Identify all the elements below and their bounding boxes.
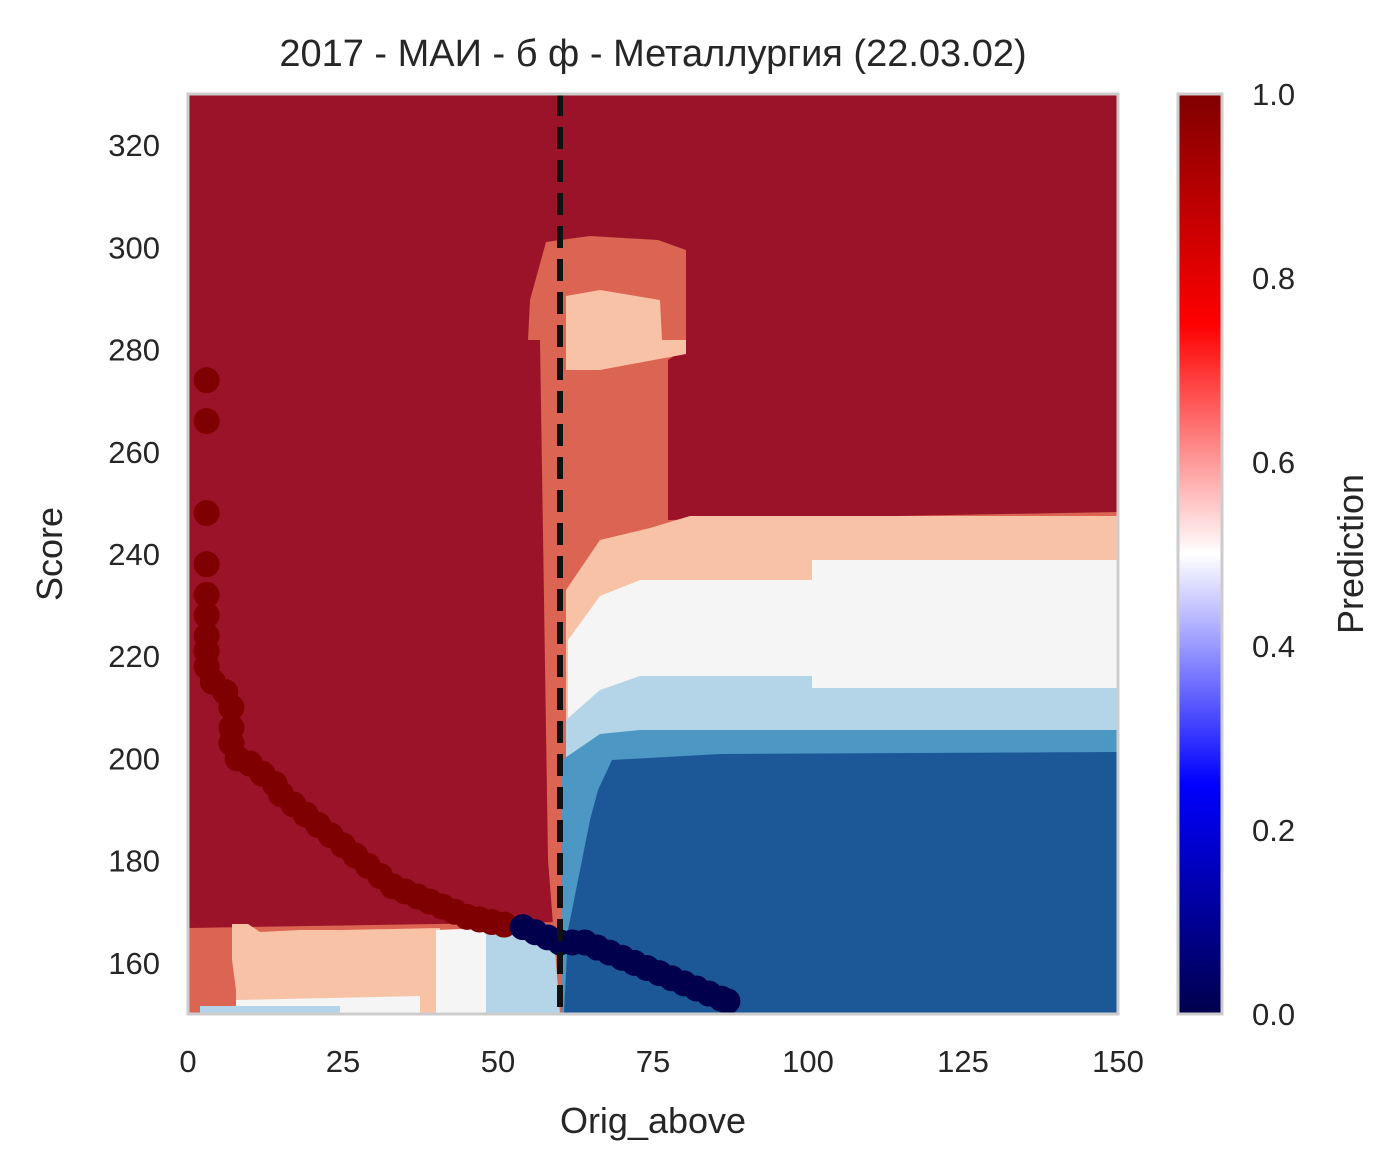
y-tick-label: 280 [108, 333, 160, 368]
y-axis-ticks: 160 180 200 220 240 260 280 300 320 [108, 128, 160, 981]
colorbar-ticks: 0.0 0.2 0.4 0.6 0.8 1.0 [1252, 77, 1295, 1032]
x-tick-label: 0 [179, 1044, 196, 1079]
contour-region-low-band-2 [232, 924, 440, 1014]
plot-area [188, 94, 1118, 1014]
colorbar-tick-label: 0.6 [1252, 445, 1295, 480]
y-tick-label: 200 [108, 741, 160, 776]
x-axis-label: Orig_above [560, 1100, 746, 1141]
x-tick-label: 25 [326, 1044, 360, 1079]
scatter-point [218, 694, 245, 721]
y-tick-label: 160 [108, 946, 160, 981]
contour-region-bottom-blue [200, 1006, 340, 1014]
plot-frame [186, 92, 1120, 1016]
colorbar-tick-label: 0.2 [1252, 813, 1295, 848]
x-tick-label: 100 [782, 1044, 834, 1079]
contour-region-right-darkblue [564, 752, 1118, 1014]
scatter-point [193, 408, 220, 435]
scatter-point [714, 988, 741, 1014]
x-tick-label: 150 [1092, 1044, 1144, 1079]
scatter-points [193, 367, 741, 1014]
chart-title: 2017 - МАИ - б ф - Металлургия (22.03.02… [279, 33, 1026, 75]
colorbar: 0.0 0.2 0.4 0.6 0.8 1.0 Prediction [1176, 77, 1371, 1032]
scatter-point [193, 367, 220, 394]
scatter-point [193, 551, 220, 578]
x-tick-label: 75 [636, 1044, 670, 1079]
y-tick-label: 240 [108, 537, 160, 572]
scatter-point [193, 602, 220, 629]
colorbar-tick-label: 0.8 [1252, 261, 1295, 296]
y-tick-label: 220 [108, 639, 160, 674]
x-axis-ticks: 0 25 50 75 100 125 150 [179, 1044, 1143, 1079]
y-tick-label: 300 [108, 230, 160, 265]
scatter-point [193, 500, 220, 527]
x-tick-label: 125 [937, 1044, 989, 1079]
colorbar-tick-label: 1.0 [1252, 77, 1295, 112]
contour-regions [188, 94, 1118, 1014]
colorbar-tick-label: 0.4 [1252, 629, 1295, 664]
colorbar-tick-label: 0.0 [1252, 997, 1295, 1032]
x-tick-label: 50 [481, 1044, 515, 1079]
y-tick-label: 260 [108, 435, 160, 470]
colorbar-gradient [1176, 92, 1224, 1016]
y-tick-label: 180 [108, 844, 160, 879]
scatter-point [193, 581, 220, 608]
y-axis-label: Score [29, 507, 70, 601]
y-tick-label: 320 [108, 128, 160, 163]
colorbar-label: Prediction [1330, 474, 1371, 634]
contour-region-low-band-3 [436, 928, 488, 1014]
contour-region-column-light [566, 290, 686, 370]
